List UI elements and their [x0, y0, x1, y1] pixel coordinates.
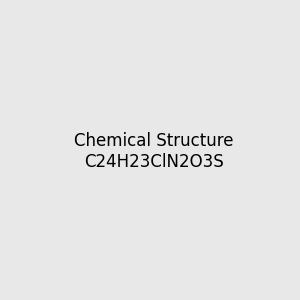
Text: Chemical Structure
C24H23ClN2O3S: Chemical Structure C24H23ClN2O3S: [74, 132, 233, 171]
